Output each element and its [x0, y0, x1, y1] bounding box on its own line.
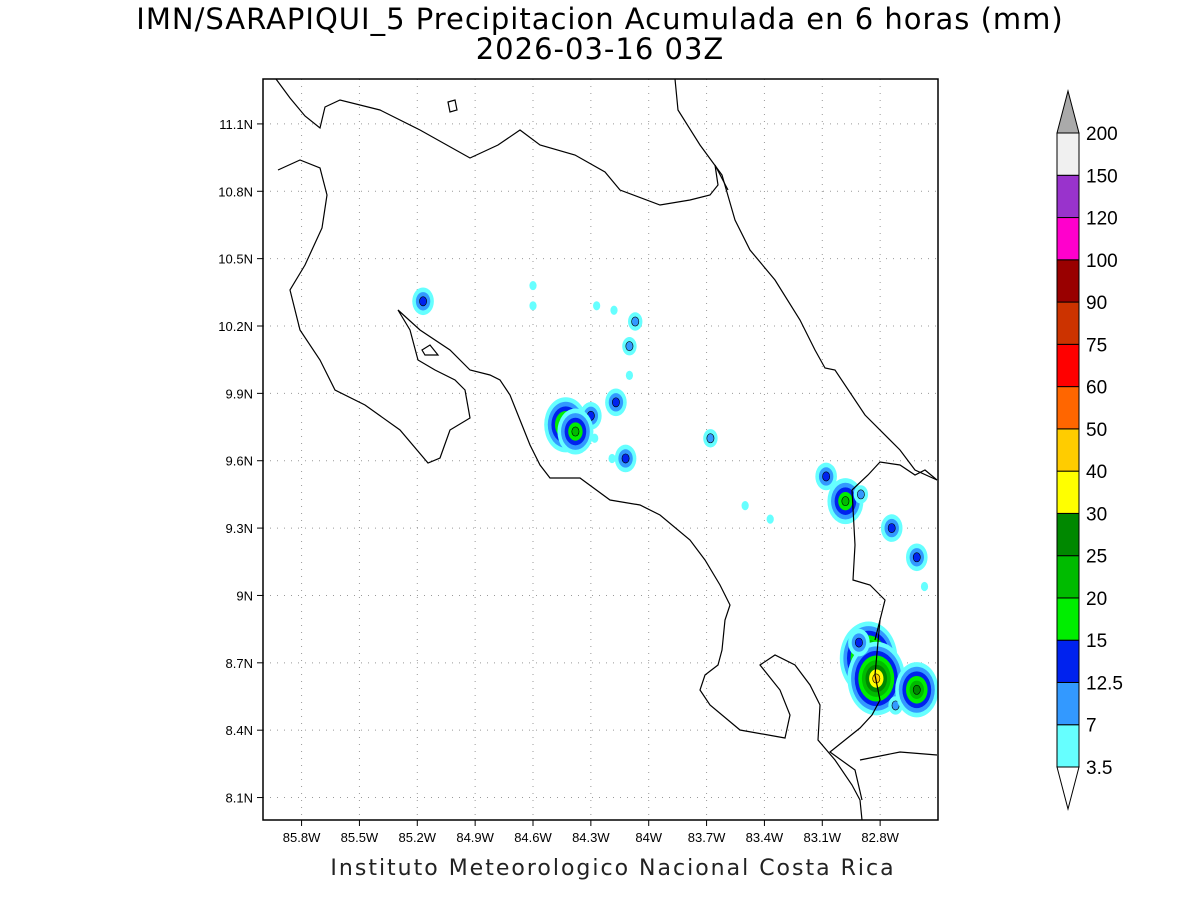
colorbar-label: 25	[1086, 547, 1107, 568]
y-tick-label: 8.4N	[226, 723, 253, 738]
colorbar-upper-arrow	[1056, 89, 1080, 134]
colorbar-swatch	[1056, 639, 1080, 683]
colorbar-swatch	[1056, 724, 1080, 768]
colorbar-swatch	[1056, 132, 1080, 176]
y-tick-label: 9.9N	[226, 386, 253, 401]
colorbar-label: 120	[1086, 209, 1118, 230]
rain-cell	[887, 523, 896, 533]
colorbar-swatch	[1056, 217, 1080, 261]
colorbar-swatch	[1056, 386, 1080, 430]
rain-cell	[822, 471, 831, 482]
colorbar-label: 60	[1086, 378, 1107, 399]
rain-cells	[412, 280, 938, 718]
map-frame	[262, 78, 939, 821]
y-tick-label: 8.1N	[226, 791, 253, 806]
colorbar-label: 30	[1086, 504, 1107, 525]
x-tick-label: 85.2W	[398, 830, 436, 845]
colorbar-label: 200	[1086, 124, 1118, 145]
y-tick-label: 10.5N	[218, 252, 253, 267]
colorbar-label: 100	[1086, 251, 1118, 272]
small-island	[447, 99, 458, 113]
panama-coast-south	[859, 751, 938, 761]
colorbar-swatch	[1056, 470, 1080, 514]
colorbar-swatch	[1056, 259, 1080, 303]
x-tick-label: 85.5W	[341, 830, 379, 845]
rain-cell	[841, 496, 850, 507]
colorbar-label: 75	[1086, 335, 1107, 356]
credit-line: Instituto Meteorologico Nacional Costa R…	[330, 856, 896, 881]
rain-cell	[608, 453, 616, 464]
colorbar-label: 7	[1086, 716, 1097, 737]
rain-cell	[571, 426, 580, 437]
colorbar-label: 3.5	[1086, 758, 1112, 779]
rain-cell	[621, 453, 630, 464]
rain-cell	[591, 433, 599, 443]
x-tick-label: 82.8W	[861, 830, 899, 845]
rain-cell	[612, 397, 620, 408]
coastline-borders	[275, 79, 938, 820]
x-tick-label: 84W	[635, 830, 662, 845]
chart-subtitle-date: 2026-03-16 03Z	[475, 32, 725, 66]
chart-title: IMN/SARAPIQUI_5 Precipitacion Acumulada …	[136, 2, 1064, 36]
caribbean-coast	[674, 79, 938, 481]
colorbar-label: 15	[1086, 631, 1107, 652]
colorbar-label: 20	[1086, 589, 1107, 610]
y-tick-label: 9.3N	[226, 521, 253, 536]
colorbar-label: 50	[1086, 420, 1107, 441]
colorbar-swatch	[1056, 174, 1080, 219]
panama-border-east	[851, 461, 938, 491]
y-tick-label: 8.7N	[226, 656, 253, 671]
rain-cell	[625, 341, 634, 352]
colorbar-label: 150	[1086, 166, 1118, 187]
x-axis-ticks: 85.8W 85.5W 85.2W 84.9W 84.6W 84.3W 84W 83.7W 83…	[283, 820, 900, 845]
colorbar-swatch	[1056, 555, 1080, 599]
x-tick-label: 83.7W	[688, 830, 726, 845]
rain-cell	[419, 296, 427, 307]
rain-cell	[912, 552, 921, 563]
rain-cell	[631, 316, 640, 327]
x-tick-label: 85.8W	[283, 830, 321, 845]
rain-cell	[912, 684, 921, 695]
colorbar-label: 40	[1086, 462, 1107, 483]
rain-cell	[741, 501, 749, 511]
rain-cell	[610, 305, 618, 315]
y-tick-label: 9.6N	[226, 454, 253, 469]
rain-cell	[856, 489, 865, 500]
rain-cell	[529, 301, 537, 311]
colorbar-swatch	[1056, 512, 1080, 557]
colorbar-swatch	[1056, 681, 1080, 726]
colorbar-swatch	[1056, 428, 1080, 472]
colorbar-swatch	[1056, 597, 1080, 641]
panama-border-south	[829, 619, 881, 801]
y-axis-ticks: 11.1N 10.8N 10.5N 10.2N 9.9N 9.6N 9.3N 9N 8.7N 8.…	[218, 117, 263, 806]
rain-cell	[529, 280, 537, 291]
y-tick-label: 10.2N	[218, 319, 253, 334]
y-tick-label: 9N	[236, 588, 253, 603]
colorbar-swatch	[1056, 301, 1080, 345]
pacific-coast	[277, 159, 863, 820]
x-tick-label: 83.4W	[746, 830, 784, 845]
colorbar-legend: 3.5 7 12.5 15 20 25 30 40 50 60 75 90 100 120 150 200	[1056, 89, 1123, 811]
rain-cell	[855, 637, 863, 648]
x-tick-label: 83.1W	[803, 830, 841, 845]
rain-cell	[706, 433, 715, 444]
nicoya-island	[421, 344, 440, 356]
nicaragua-coast	[275, 79, 729, 206]
colorbar-lower-arrow	[1056, 766, 1080, 811]
y-tick-label: 11.1N	[219, 117, 253, 132]
y-tick-label: 10.8N	[218, 184, 253, 199]
grid-lines	[263, 79, 938, 820]
colorbar-label: 12.5	[1086, 673, 1123, 694]
colorbar-label: 90	[1086, 293, 1107, 314]
x-tick-label: 84.3W	[572, 830, 610, 845]
rain-cell	[593, 301, 601, 311]
x-tick-label: 84.6W	[514, 830, 552, 845]
rain-cell	[920, 581, 929, 592]
colorbar-swatch	[1056, 343, 1080, 388]
rain-cell	[766, 514, 774, 524]
rain-cell	[625, 370, 634, 380]
map-plot-area	[263, 79, 938, 820]
x-tick-label: 84.9W	[456, 830, 494, 845]
